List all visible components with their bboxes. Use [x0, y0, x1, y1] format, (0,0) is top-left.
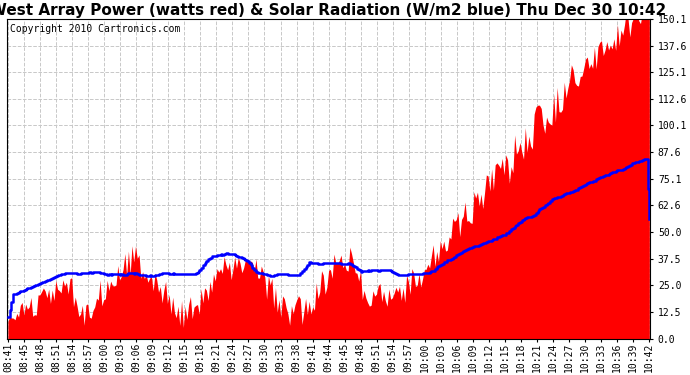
- Title: West Array Power (watts red) & Solar Radiation (W/m2 blue) Thu Dec 30 10:42: West Array Power (watts red) & Solar Rad…: [0, 3, 667, 18]
- Text: Copyright 2010 Cartronics.com: Copyright 2010 Cartronics.com: [10, 24, 181, 34]
